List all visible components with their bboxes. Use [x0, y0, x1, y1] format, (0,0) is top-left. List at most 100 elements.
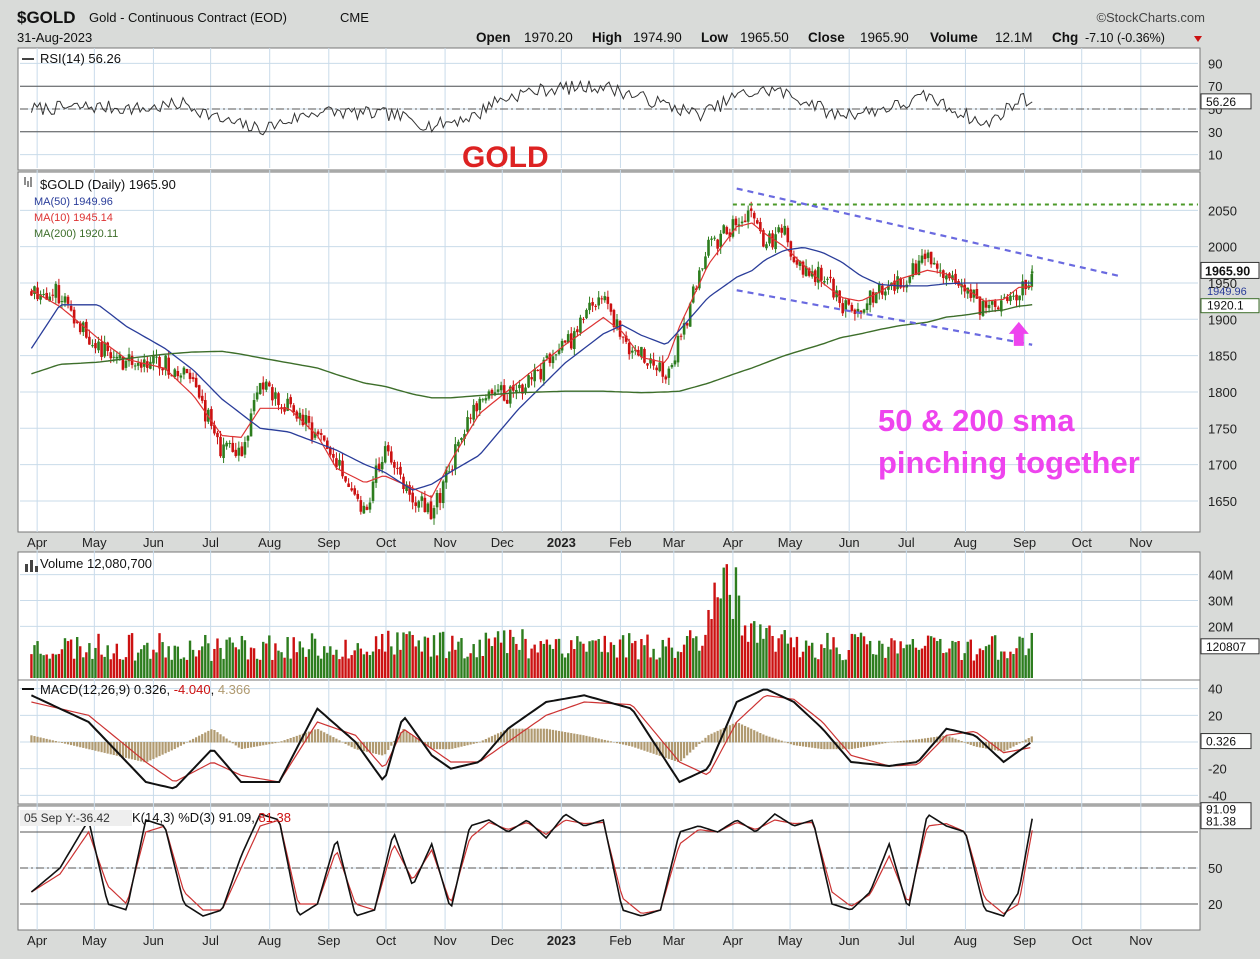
candle-body — [691, 286, 695, 303]
volume-bar — [847, 650, 850, 678]
macd-hist-bar — [948, 736, 951, 743]
macd-hist-bar — [512, 728, 515, 743]
volume-bar — [576, 636, 579, 678]
candle-body — [1018, 295, 1021, 301]
volume-bar — [734, 567, 738, 678]
volume-bar — [487, 638, 491, 678]
volume-bar — [835, 647, 838, 678]
volume-bar — [377, 649, 381, 678]
macd-hist-bar — [844, 742, 847, 750]
candle-body — [554, 354, 558, 356]
macd-hist-bar — [926, 737, 930, 743]
candle-body — [508, 386, 512, 404]
macd-hist-bar — [384, 742, 387, 755]
stoch-title: K(14,3) %D(3) 91.09, 81.38 — [132, 810, 291, 825]
volume-bar — [274, 643, 277, 678]
candle-body — [222, 444, 225, 459]
candle-body — [353, 488, 357, 495]
candle-body — [383, 446, 387, 463]
candle-body — [435, 493, 439, 508]
ma50-axis-label: 1949.96 — [1207, 286, 1247, 298]
volume-bar — [859, 632, 863, 678]
volume-bar — [219, 647, 222, 678]
volume-bar — [249, 647, 253, 678]
macd-hist-bar — [213, 730, 216, 743]
volume-bar — [1000, 651, 1003, 678]
candle-body — [646, 363, 649, 366]
volume-bar — [939, 638, 942, 678]
volume-bar — [969, 639, 972, 678]
volume-bar — [920, 648, 924, 678]
volume-bar — [506, 653, 509, 678]
candle-body — [899, 278, 902, 288]
candle-body — [521, 384, 524, 394]
macd-hist-bar — [869, 742, 872, 746]
macd-hist-bar — [45, 738, 48, 743]
macd-hist-bar — [664, 742, 667, 758]
candle-body — [359, 500, 363, 512]
macd-hist-bar — [503, 730, 506, 743]
chart-header: $GOLD Gold - Continuous Contract (EOD) C… — [17, 8, 1205, 45]
volume-bar — [951, 640, 954, 678]
macd-hist-bar — [737, 723, 741, 743]
macd-hist-bar — [271, 742, 274, 744]
y-tick-label: 20 — [1208, 897, 1222, 912]
macd-hist-bar — [371, 742, 375, 754]
volume-bar — [643, 645, 646, 678]
macd-hist-bar — [106, 742, 109, 754]
volume-bar — [914, 647, 918, 678]
volume-bar — [850, 633, 854, 678]
candle-body — [755, 220, 759, 224]
volume-bar — [792, 647, 796, 678]
macd-hist-bar — [859, 742, 863, 748]
candle-body — [133, 365, 137, 367]
macd-hist-bar — [509, 728, 512, 743]
candle-body — [762, 230, 765, 247]
macd-hist-bar — [881, 742, 884, 744]
macd-hist-bar — [1018, 742, 1021, 744]
high-value: 1974.90 — [633, 30, 682, 45]
candle-icon — [24, 177, 32, 187]
macd-hist-bar — [286, 739, 289, 743]
volume-bar — [692, 638, 695, 678]
x-tick-label: Apr — [27, 933, 48, 948]
macd-hist-bar — [673, 742, 677, 761]
candle-body — [158, 357, 161, 369]
volume-bar — [893, 640, 896, 678]
volume-bar — [774, 651, 777, 678]
volume-bar — [240, 635, 244, 678]
x-tick-label: Jul — [202, 933, 219, 948]
macd-hist-bar — [966, 742, 969, 744]
y-tick-label: 30M — [1208, 594, 1233, 609]
y-tick-label: 1950 — [1208, 276, 1237, 291]
volume-bar — [539, 641, 542, 678]
macd-hist-bar — [493, 734, 497, 743]
volume-bar — [332, 654, 335, 678]
volume-bar — [222, 658, 225, 678]
volume-bar — [993, 635, 997, 678]
candle-body — [795, 260, 799, 265]
macd-hist-bar — [997, 742, 1000, 751]
macd-hist-bar — [762, 734, 765, 743]
volume-bar — [807, 645, 811, 678]
candle-body — [667, 368, 671, 378]
volume-bar — [460, 638, 463, 678]
instrument-name: Gold - Continuous Contract (EOD) — [89, 10, 287, 25]
volume-bar — [701, 645, 704, 678]
volume-bar — [191, 649, 195, 678]
volume-label: Volume — [930, 30, 978, 45]
macd-hist-bar — [591, 737, 594, 743]
candle-body — [746, 210, 750, 222]
y-tick-label: 40M — [1208, 568, 1233, 583]
macd-hist-bar — [631, 742, 634, 747]
volume-bar — [905, 644, 908, 678]
volume-bar — [997, 659, 1000, 678]
volume-bar — [146, 642, 149, 678]
candle-body — [731, 219, 735, 237]
volume-bar — [387, 630, 390, 678]
volume-bar — [133, 660, 137, 678]
candle-body — [423, 497, 427, 513]
candle-body — [661, 362, 665, 377]
macd-hist-bar — [692, 742, 695, 750]
candle-body — [826, 278, 829, 280]
